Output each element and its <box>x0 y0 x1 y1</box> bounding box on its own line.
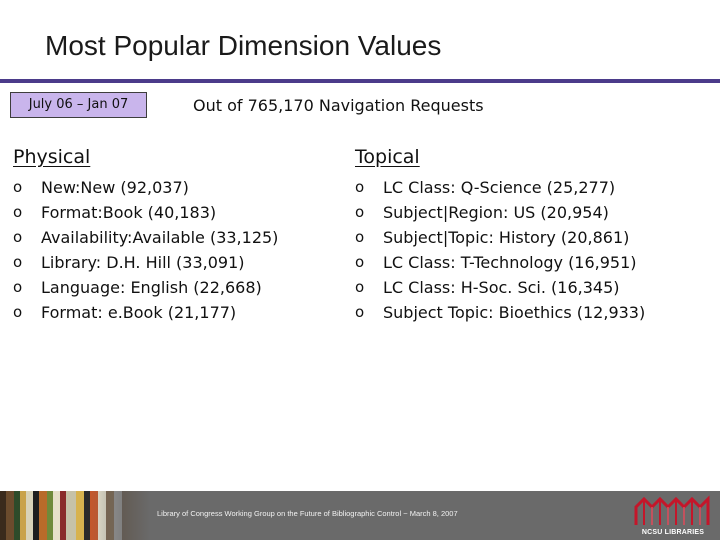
dimension-value: Language: English (22,668) <box>41 278 262 297</box>
dimension-value: LC Class: H-Soc. Sci. (16,345) <box>383 278 620 297</box>
list-item: o Subject|Topic: History (20,861) <box>355 225 645 250</box>
title-divider <box>0 79 720 83</box>
list-item: o New:New (92,037) <box>13 175 278 200</box>
list-item: o Format: e.Book (21,177) <box>13 300 278 325</box>
dimension-value: Library: D.H. Hill (33,091) <box>41 253 245 272</box>
dimension-value: Subject|Topic: History (20,861) <box>383 228 630 247</box>
list-item: o Availability:Available (33,125) <box>13 225 278 250</box>
bullet-icon: o <box>13 178 23 196</box>
footer-caption: Library of Congress Working Group on the… <box>157 509 458 518</box>
list-item: o LC Class: H-Soc. Sci. (16,345) <box>355 275 645 300</box>
navigation-requests-subtitle: Out of 765,170 Navigation Requests <box>193 96 484 115</box>
bullet-icon: o <box>13 303 23 321</box>
list-item: o Library: D.H. Hill (33,091) <box>13 250 278 275</box>
bullet-icon: o <box>13 253 23 271</box>
list-item: o Subject|Region: US (20,954) <box>355 200 645 225</box>
dimension-value: Format: e.Book (21,177) <box>41 303 237 322</box>
logo-text: NCSU LIBRARIES <box>641 529 705 536</box>
bullet-icon: o <box>13 278 23 296</box>
dimension-value: Subject Topic: Bioethics (12,933) <box>383 303 646 322</box>
slide-title: Most Popular Dimension Values <box>45 30 442 61</box>
ncsu-libraries-logo: NCSU LIBRARIES <box>628 493 718 538</box>
dimension-value: LC Class: Q-Science (25,277) <box>383 178 616 197</box>
dimension-value: New:New (92,037) <box>41 178 189 197</box>
date-range-badge: July 06 – Jan 07 <box>10 92 147 118</box>
bullet-icon: o <box>355 278 365 296</box>
bullet-icon: o <box>355 203 365 221</box>
bookshelf-image <box>0 491 150 540</box>
dimension-value: Subject|Region: US (20,954) <box>383 203 609 222</box>
libraries-logo-icon <box>634 495 710 525</box>
list-item: o LC Class: Q-Science (25,277) <box>355 175 645 200</box>
physical-heading: Physical <box>13 146 91 168</box>
list-item: o Format:Book (40,183) <box>13 200 278 225</box>
topical-heading: Topical <box>355 146 420 168</box>
topical-list: o LC Class: Q-Science (25,277) o Subject|R… <box>355 175 645 325</box>
dimension-value: Format:Book (40,183) <box>41 203 217 222</box>
dimension-value: Availability:Available (33,125) <box>41 228 279 247</box>
list-item: o LC Class: T-Technology (16,951) <box>355 250 645 275</box>
bullet-icon: o <box>355 228 365 246</box>
footer-bar: Library of Congress Working Group on the… <box>0 491 720 540</box>
bullet-icon: o <box>13 228 23 246</box>
list-item: o Subject Topic: Bioethics (12,933) <box>355 300 645 325</box>
bullet-icon: o <box>355 303 365 321</box>
dimension-value: LC Class: T-Technology (16,951) <box>383 253 637 272</box>
bullet-icon: o <box>13 203 23 221</box>
physical-column: Physical o New:New (92,037) o Format:Book … <box>13 146 278 325</box>
physical-list: o New:New (92,037) o Format:Book (40,183) … <box>13 175 278 325</box>
list-item: o Language: English (22,668) <box>13 275 278 300</box>
bullet-icon: o <box>355 178 365 196</box>
bullet-icon: o <box>355 253 365 271</box>
